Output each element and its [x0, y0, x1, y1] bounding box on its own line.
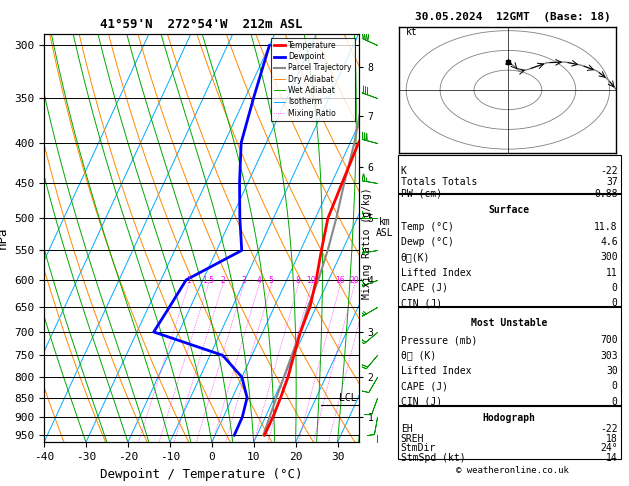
Text: 14: 14: [606, 453, 618, 463]
Text: θᴇ(K): θᴇ(K): [401, 252, 430, 262]
Legend: Temperature, Dewpoint, Parcel Trajectory, Dry Adiabat, Wet Adiabat, Isotherm, Mi: Temperature, Dewpoint, Parcel Trajectory…: [270, 38, 355, 121]
Text: 300: 300: [600, 252, 618, 262]
Text: CAPE (J): CAPE (J): [401, 382, 448, 391]
Text: CAPE (J): CAPE (J): [401, 283, 448, 293]
Title: 41°59'N  272°54'W  212m ASL: 41°59'N 272°54'W 212m ASL: [100, 18, 303, 32]
Text: 0: 0: [612, 397, 618, 407]
Text: 20: 20: [350, 277, 359, 285]
Text: 1: 1: [186, 277, 191, 285]
Text: Lifted Index: Lifted Index: [401, 366, 471, 376]
Text: Totals Totals: Totals Totals: [401, 177, 477, 187]
Text: 0: 0: [612, 382, 618, 391]
Text: 11: 11: [606, 268, 618, 278]
Text: 11.8: 11.8: [594, 222, 618, 232]
Text: Surface: Surface: [489, 205, 530, 215]
Text: 3: 3: [241, 277, 246, 285]
Text: 30: 30: [606, 366, 618, 376]
Text: -22: -22: [600, 166, 618, 176]
Text: 16: 16: [335, 277, 345, 285]
Text: 8: 8: [296, 277, 301, 285]
Text: Dewp (°C): Dewp (°C): [401, 237, 454, 247]
Text: 303: 303: [600, 350, 618, 361]
Text: 1.5: 1.5: [202, 277, 214, 285]
X-axis label: Dewpoint / Temperature (°C): Dewpoint / Temperature (°C): [100, 468, 303, 481]
Text: Pressure (mb): Pressure (mb): [401, 335, 477, 345]
Text: 4: 4: [257, 277, 261, 285]
Text: Mixing Ratio (g/kg): Mixing Ratio (g/kg): [362, 187, 372, 299]
Text: 0.88: 0.88: [594, 189, 618, 199]
Text: EH: EH: [401, 424, 413, 434]
Text: 700: 700: [600, 335, 618, 345]
Text: SREH: SREH: [401, 434, 424, 444]
Text: 5: 5: [269, 277, 274, 285]
Text: θᴇ (K): θᴇ (K): [401, 350, 436, 361]
Text: 10: 10: [306, 277, 316, 285]
Text: 0: 0: [612, 298, 618, 308]
Y-axis label: hPa: hPa: [0, 227, 9, 249]
Y-axis label: km
ASL: km ASL: [376, 217, 393, 238]
Text: 0: 0: [612, 283, 618, 293]
Text: LCL: LCL: [339, 394, 357, 403]
Text: PW (cm): PW (cm): [401, 189, 442, 199]
Text: 4.6: 4.6: [600, 237, 618, 247]
Text: StmDir: StmDir: [401, 443, 436, 453]
Text: 2: 2: [220, 277, 225, 285]
Text: Hodograph: Hodograph: [482, 413, 536, 423]
Text: kt: kt: [406, 27, 418, 36]
Text: CIN (J): CIN (J): [401, 298, 442, 308]
Text: K: K: [401, 166, 406, 176]
Text: Most Unstable: Most Unstable: [471, 318, 547, 329]
Text: StmSpd (kt): StmSpd (kt): [401, 453, 465, 463]
Text: Temp (°C): Temp (°C): [401, 222, 454, 232]
Text: 30.05.2024  12GMT  (Base: 18): 30.05.2024 12GMT (Base: 18): [415, 12, 611, 22]
Text: -22: -22: [600, 424, 618, 434]
Text: 37: 37: [606, 177, 618, 187]
Text: © weatheronline.co.uk: © weatheronline.co.uk: [456, 466, 569, 475]
Text: 18: 18: [606, 434, 618, 444]
Text: Lifted Index: Lifted Index: [401, 268, 471, 278]
Text: 24°: 24°: [600, 443, 618, 453]
Text: CIN (J): CIN (J): [401, 397, 442, 407]
